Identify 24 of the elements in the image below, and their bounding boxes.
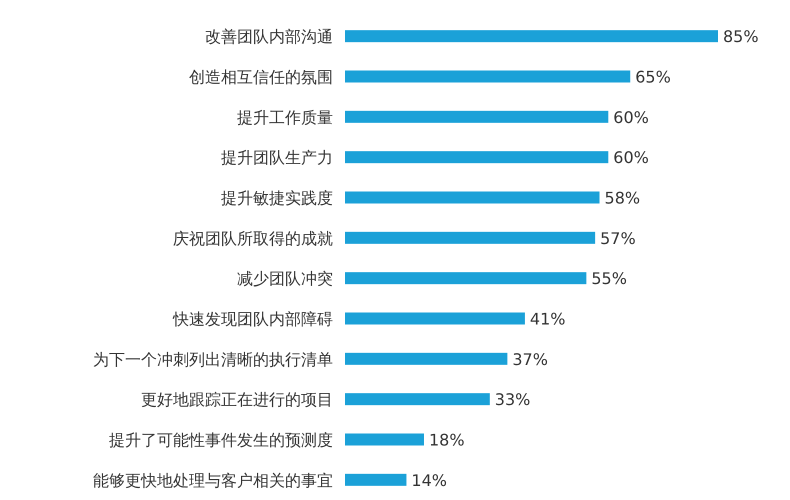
y-tick-label: 庆祝团队所取得的成就 [173, 228, 333, 248]
data-label: 85% [723, 27, 759, 46]
y-tick-label: 提升工作质量 [237, 108, 333, 127]
y-tick-label: 为下一个冲刺列出清晰的执行清单 [93, 350, 333, 369]
data-label: 55% [591, 269, 627, 288]
y-tick-label: 更好地跟踪正在进行的项目 [141, 390, 333, 410]
y-tick-label: 减少团队冲突 [237, 269, 333, 288]
data-label: 60% [613, 148, 649, 168]
data-label: 60% [613, 108, 649, 127]
y-tick-label: 创造相互信任的氛围 [189, 68, 333, 86]
data-label: 57% [600, 228, 636, 248]
y-tick-label: 提升了可能性事件发生的预测度 [109, 430, 333, 450]
data-label: 41% [530, 310, 566, 328]
y-tick-label: 提升团队生产力 [221, 148, 333, 168]
data-label: 65% [635, 68, 671, 86]
data-label: 14% [411, 470, 447, 490]
y-tick-label: 提升敏捷实践度 [221, 188, 333, 208]
y-tick-label: 改善团队内部沟通 [205, 27, 333, 46]
data-label: 33% [494, 390, 530, 410]
y-tick-label: 能够更快地处理与客户相关的事宜 [93, 470, 333, 490]
data-label: 37% [512, 350, 548, 369]
y-tick-label: 快速发现团队内部障碍 [172, 310, 333, 328]
data-label: 58% [604, 188, 640, 208]
data-label: 18% [428, 430, 465, 450]
